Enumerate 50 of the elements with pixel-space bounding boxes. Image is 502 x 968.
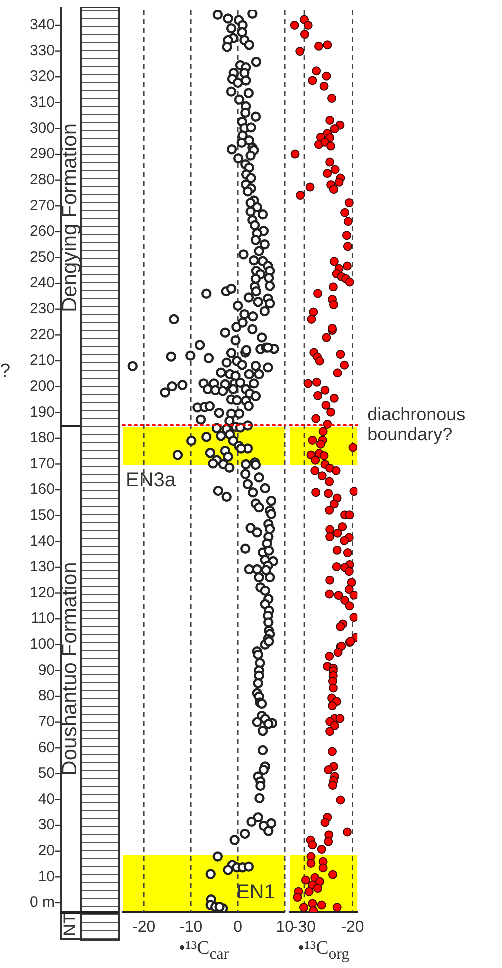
x-tick-label: -20 <box>132 919 156 936</box>
y-tick-label: 340 <box>30 16 55 34</box>
text: Dengying Formation <box>58 123 82 312</box>
y-tick-label: 330 <box>30 42 55 60</box>
y-tick-label: 210 <box>30 352 55 370</box>
y-tick-label: 50 <box>38 765 55 782</box>
x-tick-label: 0 <box>234 919 243 936</box>
x-tick-label: 10 <box>276 919 294 936</box>
y-tick-label: 150 <box>30 506 55 524</box>
y-tick-label: 220 <box>30 326 55 344</box>
x-axis-title: •¹³C$_{car}$ <box>179 938 230 964</box>
x-tick-label: -10 <box>180 919 203 936</box>
y-tick-label: 130 <box>30 558 55 576</box>
y-tick-label: 180 <box>30 430 55 447</box>
y-tick-label: 190 <box>30 404 55 421</box>
y-tick-label: 250 <box>30 248 55 266</box>
y-tick-label: 120 <box>30 584 55 602</box>
y-tick-label: 10 <box>38 868 55 886</box>
y-tick-label: 0 m <box>30 894 55 912</box>
y-tick-label: 80 <box>38 688 55 705</box>
y-tick-label: 40 <box>38 790 55 808</box>
y-tick-label: 240 <box>30 274 55 292</box>
y-tick-label: 140 <box>30 532 55 550</box>
y-tick-label: 260 <box>30 223 55 240</box>
y-tick-label: 90 <box>38 662 55 679</box>
y-tick-label: 110 <box>31 610 55 628</box>
y-tick-label: 310 <box>30 94 55 112</box>
text: Doushantuo Formation <box>58 562 82 776</box>
y-tick-label: 20 <box>38 842 55 860</box>
band-label: EN1 <box>236 881 276 904</box>
x-tick-label: -20 <box>341 919 364 936</box>
y-tick-label: 320 <box>30 68 55 86</box>
y-tick-label: 300 <box>30 120 55 137</box>
y-tick-label: 280 <box>30 171 55 188</box>
x-tick-label: -30 <box>292 919 316 936</box>
y-tick-label: 290 <box>30 146 55 163</box>
x-axis-title: •¹³C$_{org}$ <box>298 938 350 964</box>
y-tick-label: 200 <box>30 378 55 395</box>
y-tick-label: 60 <box>38 739 55 756</box>
y-tick-label: 30 <box>38 816 55 834</box>
band-label: EN3a <box>126 470 177 492</box>
y-tick-label: 270 <box>30 197 55 214</box>
ref-line-label: diachronous boundary? <box>368 404 466 444</box>
y-tick-label: 70 <box>38 713 55 730</box>
text: ? <box>0 360 11 382</box>
y-tick-label: 100 <box>30 636 55 654</box>
text: NT <box>60 914 80 936</box>
y-tick-label: 230 <box>30 300 55 318</box>
y-tick-label: 170 <box>30 455 55 472</box>
y-tick-label: 160 <box>30 481 55 498</box>
